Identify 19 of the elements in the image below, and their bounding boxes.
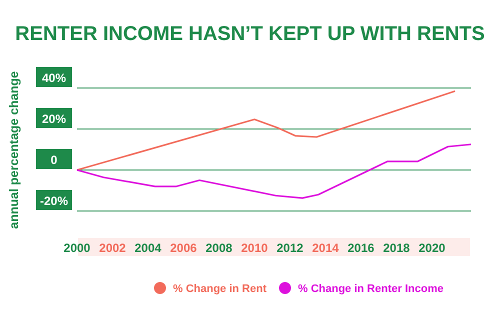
chart-title: RENTER INCOME HASN’T KEPT UP WITH RENTS [15, 23, 485, 45]
x-tick-label: 2018 [383, 241, 410, 255]
x-tick-label: 2014 [312, 241, 340, 255]
x-tick-label: 2000 [64, 241, 91, 255]
legend-label: % Change in Rent [173, 283, 267, 295]
x-tick-label: 2008 [206, 241, 233, 255]
y-tick-label: 40% [42, 71, 66, 85]
x-tick-label: 2010 [241, 241, 268, 255]
x-tick-label: 2016 [348, 241, 375, 255]
x-tick-label: 2006 [170, 241, 198, 255]
x-tick-label: 2004 [134, 241, 162, 255]
legend-label: % Change in Renter Income [298, 283, 444, 295]
y-tick-label: 0 [50, 153, 58, 167]
x-tick-label: 2012 [276, 241, 304, 255]
y-tick-label: -20% [40, 194, 68, 208]
x-tick-label: 2020 [418, 241, 446, 255]
y-axis-title: annual percentage change [7, 71, 21, 229]
x-tick-label: 2002 [99, 241, 126, 255]
y-tick-label: 20% [42, 112, 66, 126]
